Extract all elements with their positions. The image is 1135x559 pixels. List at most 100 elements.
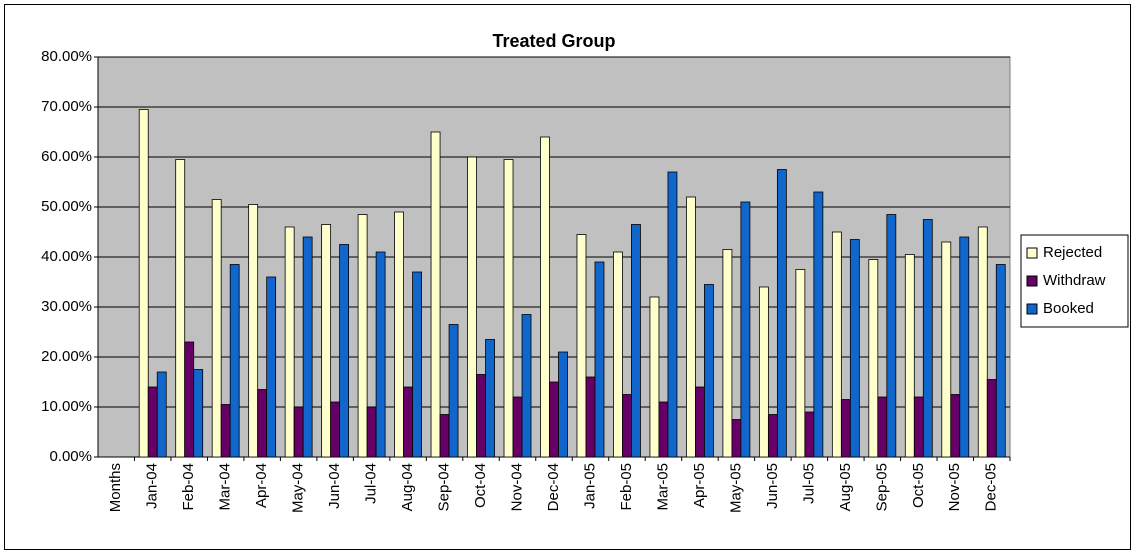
bar [476,374,486,458]
x-tick-label: Sep-04 [436,463,453,511]
bar [622,394,632,458]
bar [558,351,568,458]
bar [439,414,450,458]
bar [394,211,404,458]
bar [767,414,778,458]
y-tick-label: 10.00% [41,398,92,415]
bar [576,234,587,458]
bar [302,236,313,458]
bar [877,396,888,458]
x-tick-label: Oct-05 [910,463,927,508]
bar [667,171,678,458]
x-tick-label: Dec-04 [545,463,562,511]
bar [549,381,559,458]
bar [257,389,268,458]
x-tick-label: Sep-05 [873,463,890,511]
x-tick-label: Dec-05 [983,463,1000,511]
bar [631,224,641,458]
x-tick-label: Jun-04 [326,463,343,509]
bar [357,214,368,458]
bar [293,406,304,458]
bar [776,169,787,458]
legend-label: Rejected [1043,244,1102,261]
bar [695,386,705,458]
bar [220,404,231,458]
bar [147,386,158,458]
bar [467,156,477,458]
x-tick-label: Apr-04 [253,463,270,508]
legend-label: Withdraw [1043,272,1106,289]
bar [540,136,550,458]
bar [740,201,751,458]
x-tick-label: Oct-04 [472,463,489,508]
bar [913,396,924,458]
bar [658,401,669,458]
x-tick-label: Jan-04 [144,463,161,509]
bar [193,369,204,458]
bar [412,271,422,458]
y-tick-label: 30.00% [41,298,92,315]
x-tick-label: Months [107,463,124,512]
x-tick-label: Nov-04 [508,463,525,511]
bar [849,239,860,458]
bar [266,276,277,458]
x-tick-label: Mar-05 [654,463,671,511]
bar [330,401,341,458]
x-tick-label: Aug-05 [837,463,854,511]
bar [521,314,532,458]
bar [840,399,851,458]
x-tick-label: Jan-05 [581,463,598,509]
bar [922,219,933,458]
x-tick-label: May-05 [727,463,744,513]
bar [950,394,961,458]
bar [512,396,523,458]
x-tick-label: Apr-05 [691,463,708,508]
bar [722,249,733,458]
y-tick-label: 80.00% [41,48,92,65]
bar [430,131,441,458]
legend-swatch [1026,247,1038,259]
bar [795,269,806,458]
x-tick-label: Jun-05 [764,463,781,509]
y-tick-label: 70.00% [41,98,92,115]
bar [284,226,295,458]
bar [995,264,1006,458]
bar [613,251,623,458]
x-tick-label: Aug-04 [399,463,416,511]
bar [503,159,514,458]
bar [649,296,660,458]
y-tick-label: 40.00% [41,248,92,265]
bar [731,419,742,458]
bar [184,341,195,458]
bar [594,261,605,458]
bar [138,109,149,458]
x-tick-label: Feb-05 [618,463,635,511]
bar [813,191,824,458]
bar [375,251,386,458]
bar [831,231,842,458]
bar [321,224,332,458]
x-tick-label: Mar-04 [217,463,234,511]
legend-swatch [1026,275,1038,287]
bar [485,339,495,458]
bar [156,371,167,458]
legend-label: Booked [1043,300,1094,317]
x-tick-label: Jul-05 [800,463,817,504]
x-tick-label: Jul-04 [363,463,380,504]
bar [448,324,459,458]
bar [403,386,413,458]
bar [366,406,377,458]
chart-title: Treated Group [492,31,615,51]
bar [758,286,769,458]
bar [904,254,915,458]
y-tick-label: 60.00% [41,148,92,165]
y-tick-label: 20.00% [41,348,92,365]
bar [339,244,350,458]
bar [941,241,952,458]
legend-swatch [1026,303,1038,315]
bar [804,411,815,458]
bar [248,204,259,458]
bar [977,226,988,458]
x-tick-label: May-04 [290,463,307,513]
